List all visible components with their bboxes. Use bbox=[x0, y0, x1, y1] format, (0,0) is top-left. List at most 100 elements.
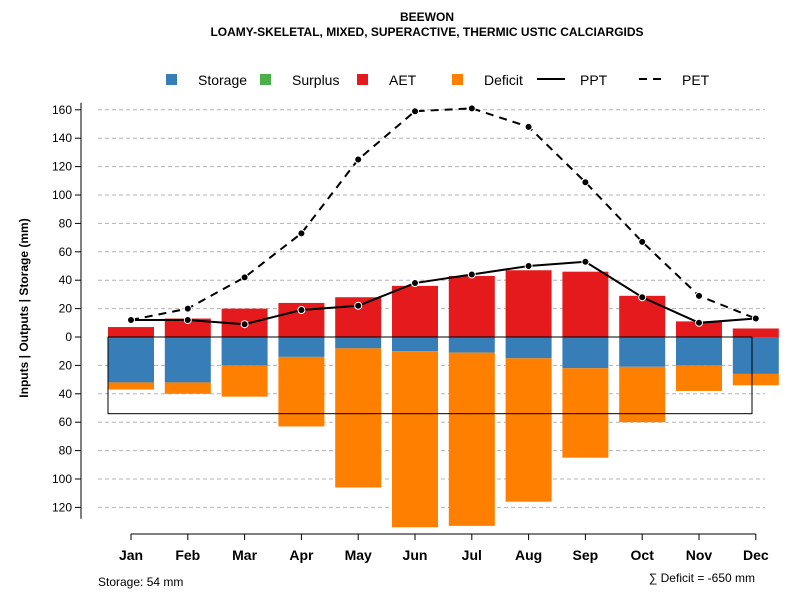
aet-bar bbox=[108, 327, 154, 337]
y-tick-label: 100 bbox=[52, 188, 72, 202]
bars-layer bbox=[107, 270, 779, 528]
ppt-point bbox=[751, 314, 760, 323]
deficit-bar bbox=[676, 365, 722, 391]
y-tick-label: 60 bbox=[59, 415, 73, 429]
x-tick-label-dec: Dec bbox=[743, 547, 769, 563]
pet-point bbox=[695, 291, 703, 300]
y-tick-label: 120 bbox=[52, 160, 72, 174]
x-tick-label-oct: Oct bbox=[631, 547, 655, 563]
x-tick-label-apr: Apr bbox=[289, 547, 314, 563]
y-tick-label: 40 bbox=[59, 273, 73, 287]
y-tick-label: 80 bbox=[59, 216, 73, 230]
legend-item-pet: PET bbox=[639, 72, 710, 88]
legend-item-aet: AET bbox=[357, 72, 417, 88]
y-tick-label: 0 bbox=[65, 330, 72, 344]
legend-label: PPT bbox=[580, 72, 608, 88]
legend-item-deficit: Deficit bbox=[452, 72, 523, 88]
x-tick-label-nov: Nov bbox=[686, 547, 713, 563]
ppt-line bbox=[131, 260, 756, 326]
storage-bar bbox=[278, 337, 325, 357]
x-tick-label-feb: Feb bbox=[175, 547, 200, 563]
pet-line bbox=[130, 107, 757, 321]
aet-bar bbox=[505, 270, 552, 337]
pet-point bbox=[467, 104, 476, 113]
storage-bar bbox=[505, 337, 552, 359]
legend-swatch bbox=[260, 74, 271, 85]
y-tick-label: 60 bbox=[59, 245, 73, 259]
ppt-point bbox=[695, 318, 703, 327]
pet-point bbox=[411, 107, 419, 116]
ppt-point bbox=[354, 301, 363, 310]
aet-bar bbox=[164, 318, 211, 337]
storage-bar bbox=[164, 337, 211, 383]
legend-item-ppt: PPT bbox=[537, 72, 608, 88]
legend-label: PET bbox=[682, 72, 710, 88]
chart-legend: Storage Surplus AET Deficit PPT PET bbox=[166, 72, 710, 88]
x-tick-label-jun: Jun bbox=[403, 547, 428, 563]
y-axis-label: Inputs | Outputs | Storage (mm) bbox=[17, 218, 31, 397]
chart-subtitle: LOAMY-SKELETAL, MIXED, SUPERACTIVE, THER… bbox=[210, 25, 643, 39]
legend-label: Storage bbox=[198, 72, 247, 88]
lines-layer bbox=[127, 104, 760, 329]
ppt-point bbox=[467, 270, 476, 279]
y-tick-label: 80 bbox=[59, 444, 73, 458]
x-tick-label-mar: Mar bbox=[232, 547, 257, 563]
deficit-bar bbox=[278, 356, 325, 427]
ppt-point bbox=[183, 315, 192, 324]
storage-bar bbox=[108, 337, 154, 383]
deficit-bar bbox=[448, 352, 495, 526]
pet-point bbox=[240, 273, 249, 282]
storage-bar bbox=[619, 337, 666, 367]
deficit-bar bbox=[335, 348, 382, 488]
legend-swatch bbox=[357, 74, 368, 85]
deficit-bar bbox=[108, 382, 154, 390]
pet-point bbox=[524, 122, 533, 131]
storage-bar bbox=[221, 337, 268, 366]
storage-bar bbox=[392, 337, 438, 352]
x-tick-label-jul: Jul bbox=[462, 547, 482, 563]
y-tick-label: 100 bbox=[52, 472, 72, 486]
deficit-bar bbox=[221, 365, 268, 397]
aet-bar bbox=[392, 285, 438, 337]
legend-label: AET bbox=[389, 72, 417, 88]
storage-bar bbox=[676, 337, 722, 366]
x-tick-label-may: May bbox=[345, 547, 372, 563]
ppt-point bbox=[127, 315, 135, 324]
legend-swatch bbox=[452, 74, 463, 85]
aet-bar bbox=[448, 275, 495, 337]
pet-point bbox=[183, 304, 192, 313]
x-tick-label-aug: Aug bbox=[515, 547, 542, 563]
pet-point bbox=[354, 155, 363, 164]
pet-point bbox=[581, 178, 590, 187]
ppt-point bbox=[240, 320, 249, 329]
legend-item-surplus: Surplus bbox=[260, 72, 339, 88]
x-tick-label-jan: Jan bbox=[119, 547, 143, 563]
y-tick-label: 140 bbox=[52, 131, 72, 145]
deficit-bar bbox=[392, 351, 438, 528]
aet-bar bbox=[562, 271, 609, 337]
storage-capacity-box bbox=[107, 336, 753, 415]
ppt-point bbox=[581, 257, 590, 266]
legend-item-storage: Storage bbox=[166, 72, 247, 88]
aet-bar bbox=[732, 328, 779, 337]
chart-title: BEEWON bbox=[400, 10, 454, 24]
ppt-point bbox=[297, 306, 306, 315]
deficit-bar bbox=[164, 382, 211, 394]
y-tick-label: 40 bbox=[59, 387, 73, 401]
y-tick-label: 160 bbox=[52, 103, 72, 117]
axes-layer: 160 140 120 100 80 60 40 20 0 20 40 60 80 100 120 Jan Fe… bbox=[52, 102, 769, 563]
legend-label: Surplus bbox=[292, 72, 339, 88]
deficit-bar bbox=[505, 358, 552, 502]
deficit-bar bbox=[619, 366, 666, 423]
pet-point bbox=[638, 237, 647, 246]
pet-point bbox=[297, 229, 306, 238]
aet-bar bbox=[676, 321, 722, 337]
deficit-footnote: ∑ Deficit = -650 mm bbox=[649, 571, 755, 585]
deficit-bar bbox=[732, 373, 779, 386]
ppt-point bbox=[411, 279, 419, 288]
ppt-point bbox=[638, 293, 647, 302]
y-tick-label: 120 bbox=[52, 500, 72, 514]
storage-footnote: Storage: 54 mm bbox=[98, 575, 183, 589]
storage-bar bbox=[562, 337, 609, 369]
legend-label: Deficit bbox=[484, 72, 523, 88]
